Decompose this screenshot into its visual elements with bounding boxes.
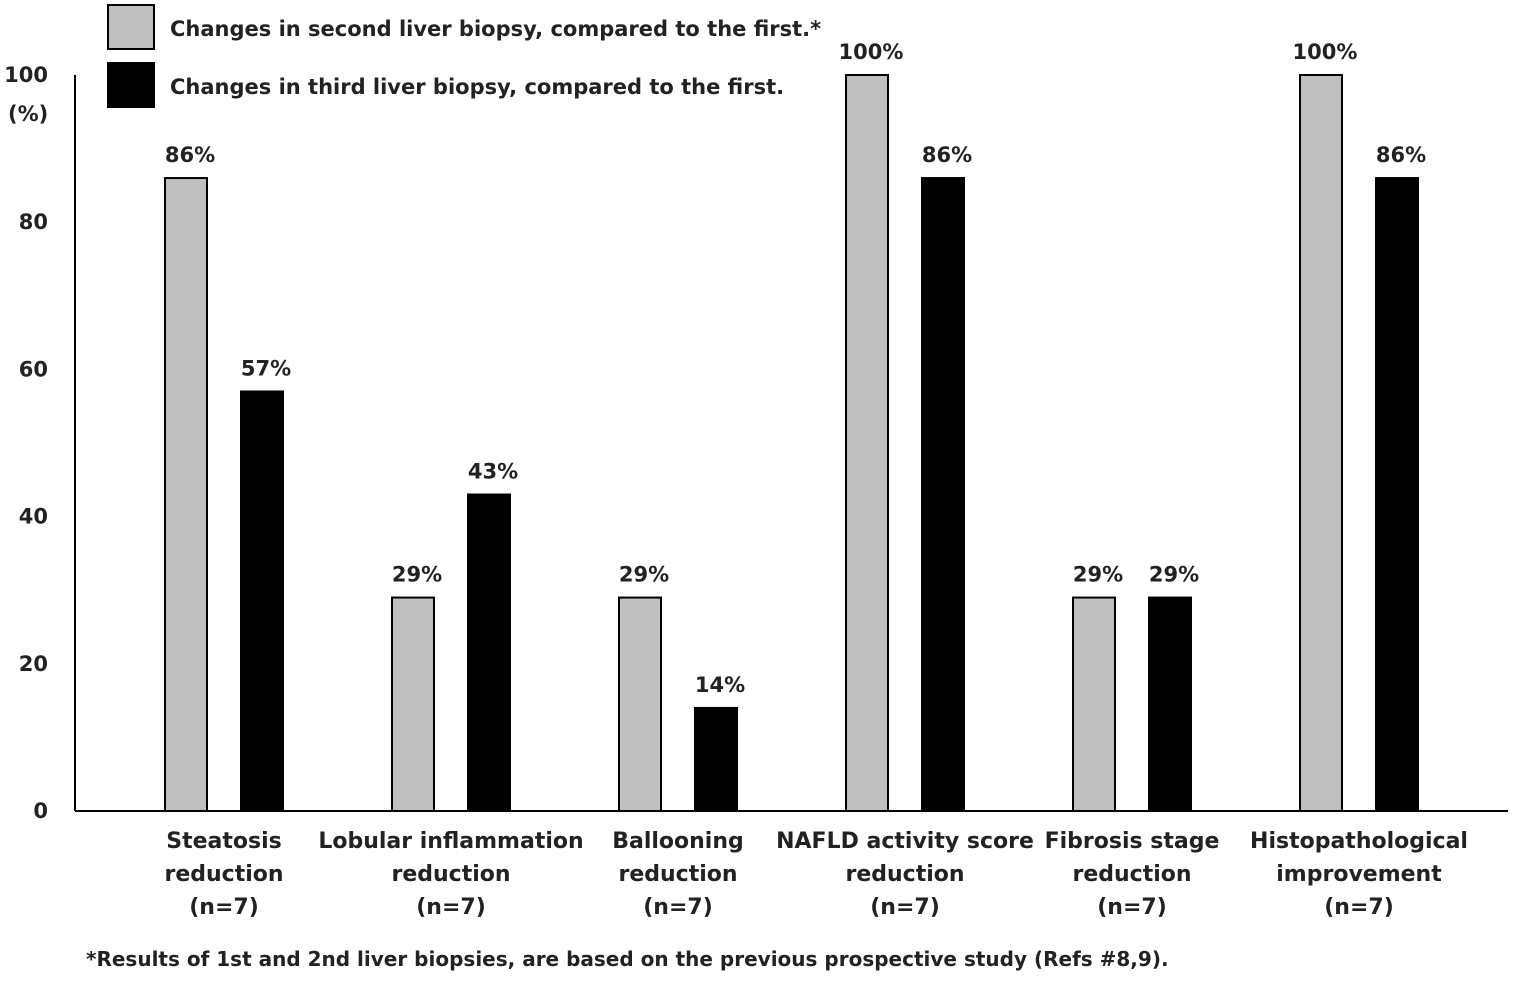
category-label: Lobular inflammation <box>318 829 583 854</box>
data-label: 57% <box>241 356 291 380</box>
y-tick-label: 60 <box>19 357 48 381</box>
y-tick-label: 80 <box>19 210 48 234</box>
category-label: (n=7) <box>189 895 259 920</box>
category-label: reduction <box>164 862 283 887</box>
data-label: 100% <box>1293 40 1358 64</box>
category-label: (n=7) <box>870 895 940 920</box>
category-label: Fibrosis stage <box>1045 829 1220 854</box>
axes: 0 20 40 60 80 100 (%) <box>4 63 1508 823</box>
category-label: reduction <box>391 862 510 887</box>
bar-series-1-5 <box>1072 596 1116 812</box>
bar-series-2-4 <box>921 177 965 813</box>
y-tick-label: 0 <box>33 799 48 823</box>
data-label: 43% <box>468 460 518 484</box>
y-axis-label: (%) <box>8 102 48 126</box>
y-tick-label: 100 <box>4 63 48 87</box>
data-label: 14% <box>695 673 745 697</box>
category-label: (n=7) <box>1324 895 1394 920</box>
bars <box>164 74 1419 813</box>
data-labels: 86% 57% 29% 43% 29% 14% 100% 86% 29% 29% 100% 86% <box>165 40 1426 697</box>
bar-series-1-3 <box>618 596 662 812</box>
legend-label-2: Changes in third liver biopsy, compared … <box>170 75 784 99</box>
bar-series-1-4 <box>845 74 889 812</box>
category-label: (n=7) <box>1097 895 1167 920</box>
y-tick-label: 40 <box>19 505 48 529</box>
data-label: 86% <box>922 143 972 167</box>
bar-series-2-3 <box>694 706 738 813</box>
category-label: improvement <box>1276 862 1442 887</box>
data-label: 29% <box>1149 563 1199 587</box>
y-tick-label: 20 <box>19 652 48 676</box>
legend-swatch-2 <box>107 62 155 108</box>
category-label: NAFLD activity score <box>776 829 1034 854</box>
data-label: 29% <box>392 563 442 587</box>
legend-swatch-1 <box>107 4 155 50</box>
bar-series-2-1 <box>240 390 284 812</box>
legend: Changes in second liver biopsy, compared… <box>107 4 821 108</box>
category-label: (n=7) <box>643 895 713 920</box>
data-label: 86% <box>1376 143 1426 167</box>
category-label: reduction <box>1072 862 1191 887</box>
category-label: reduction <box>618 862 737 887</box>
data-label: 86% <box>165 143 215 167</box>
bar-series-2-2 <box>467 493 511 812</box>
category-labels: Steatosis reduction (n=7) Lobular inflammat… <box>164 829 1468 920</box>
category-label: (n=7) <box>416 895 486 920</box>
category-label: Ballooning <box>612 829 744 854</box>
data-label: 29% <box>619 563 669 587</box>
bar-series-1-2 <box>391 596 435 812</box>
bar-series-2-5 <box>1148 596 1192 812</box>
category-label: Histopathological <box>1250 829 1468 854</box>
category-label: Steatosis <box>166 829 282 854</box>
bar-series-2-6 <box>1375 177 1419 813</box>
legend-label-1: Changes in second liver biopsy, compared… <box>170 17 821 41</box>
data-label: 29% <box>1073 563 1123 587</box>
bar-series-1-6 <box>1299 74 1343 812</box>
footnote: *Results of 1st and 2nd liver biopsies, … <box>86 947 1169 971</box>
bar-series-1-1 <box>164 177 208 813</box>
data-label: 100% <box>839 40 904 64</box>
category-label: reduction <box>845 862 964 887</box>
